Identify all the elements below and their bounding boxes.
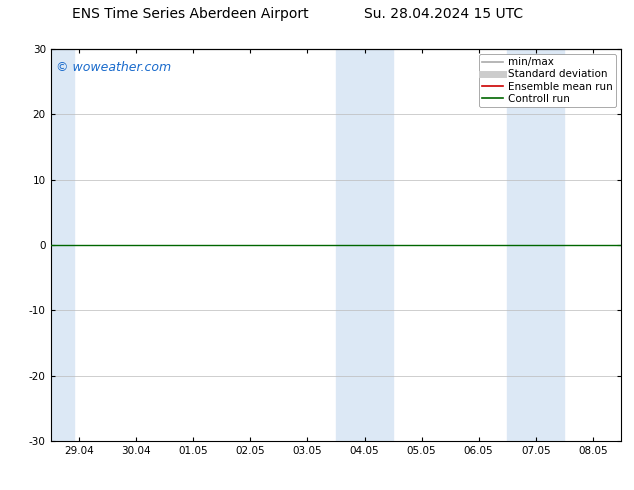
Bar	[336, 49, 393, 441]
Text: © woweather.com: © woweather.com	[56, 61, 172, 74]
Legend: min/max, Standard deviation, Ensemble mean run, Controll run: min/max, Standard deviation, Ensemble me…	[479, 54, 616, 107]
Bar	[507, 49, 564, 441]
Bar	[51, 49, 74, 441]
Text: ENS Time Series Aberdeen Airport: ENS Time Series Aberdeen Airport	[72, 7, 309, 22]
Text: Su. 28.04.2024 15 UTC: Su. 28.04.2024 15 UTC	[365, 7, 523, 22]
